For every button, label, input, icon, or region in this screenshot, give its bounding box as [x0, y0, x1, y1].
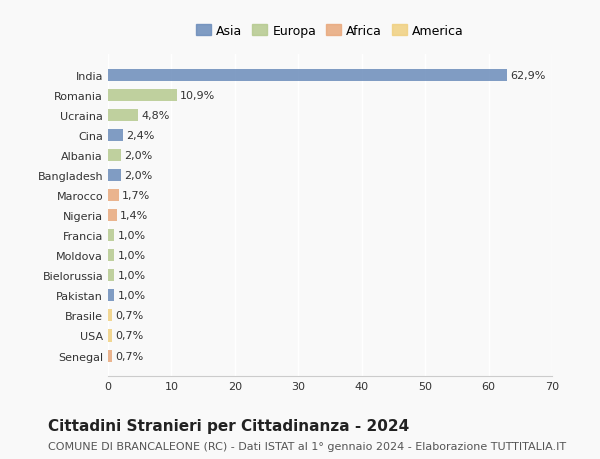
Text: 0,7%: 0,7%	[116, 311, 144, 321]
Text: Cittadini Stranieri per Cittadinanza - 2024: Cittadini Stranieri per Cittadinanza - 2…	[48, 418, 409, 433]
Bar	[108, 350, 112, 362]
Text: 1,0%: 1,0%	[118, 251, 146, 261]
Text: 1,7%: 1,7%	[122, 191, 150, 201]
Bar	[108, 70, 507, 82]
Bar	[108, 110, 139, 122]
Text: 1,0%: 1,0%	[118, 271, 146, 281]
Bar	[108, 210, 117, 222]
Text: 1,0%: 1,0%	[118, 231, 146, 241]
Legend: Asia, Europa, Africa, America: Asia, Europa, Africa, America	[191, 20, 469, 43]
Text: 0,7%: 0,7%	[116, 331, 144, 341]
Text: 2,4%: 2,4%	[127, 131, 155, 141]
Bar	[108, 230, 115, 242]
Bar	[108, 190, 119, 202]
Bar	[108, 330, 112, 342]
Text: 10,9%: 10,9%	[181, 91, 215, 101]
Text: 1,4%: 1,4%	[120, 211, 148, 221]
Bar	[108, 250, 115, 262]
Text: 4,8%: 4,8%	[142, 111, 170, 121]
Text: 2,0%: 2,0%	[124, 171, 152, 181]
Bar	[108, 90, 177, 102]
Bar	[108, 150, 121, 162]
Bar	[108, 290, 115, 302]
Bar	[108, 270, 115, 282]
Text: 62,9%: 62,9%	[510, 71, 545, 81]
Bar	[108, 130, 123, 142]
Bar	[108, 170, 121, 182]
Text: 0,7%: 0,7%	[116, 351, 144, 361]
Text: 2,0%: 2,0%	[124, 151, 152, 161]
Text: COMUNE DI BRANCALEONE (RC) - Dati ISTAT al 1° gennaio 2024 - Elaborazione TUTTIT: COMUNE DI BRANCALEONE (RC) - Dati ISTAT …	[48, 441, 566, 451]
Text: 1,0%: 1,0%	[118, 291, 146, 301]
Bar	[108, 310, 112, 322]
